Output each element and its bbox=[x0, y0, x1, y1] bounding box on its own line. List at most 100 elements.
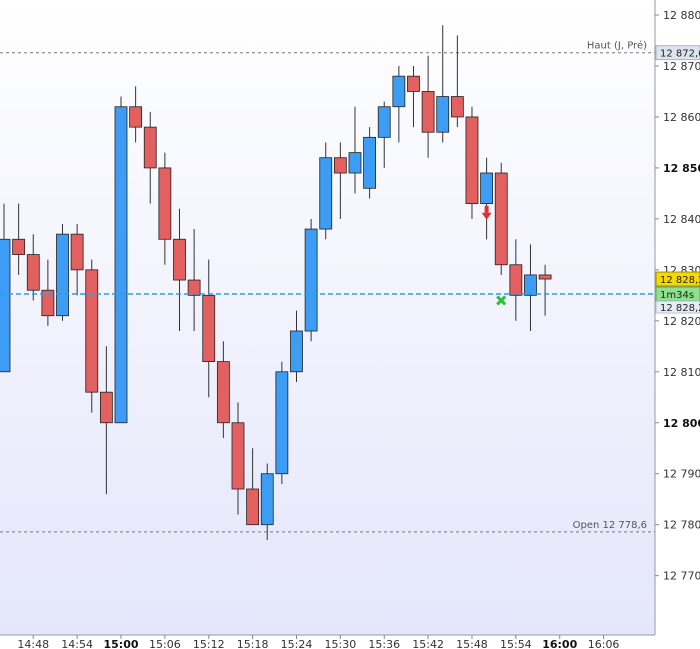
plot-background bbox=[0, 0, 655, 635]
candle bbox=[202, 259, 216, 398]
candle-body bbox=[246, 488, 260, 526]
candle-body bbox=[260, 473, 274, 526]
prev-high-tag-label: 12 872,6 bbox=[660, 49, 700, 60]
candle-body bbox=[319, 157, 333, 230]
reference-line-label: Open 12 778,6 bbox=[573, 520, 647, 531]
price-tick-label: 12 850 bbox=[663, 162, 700, 175]
candle-body bbox=[202, 294, 216, 362]
candle bbox=[0, 203, 11, 373]
time-tick-label: 15:30 bbox=[325, 638, 357, 649]
candle-body bbox=[12, 238, 26, 255]
price-tick-label: 12 780 bbox=[663, 519, 700, 532]
candle bbox=[333, 142, 347, 219]
candle bbox=[304, 218, 318, 342]
time-tick-label: 16:00 bbox=[542, 638, 577, 649]
candle-body bbox=[450, 96, 464, 118]
candle-body bbox=[275, 371, 289, 475]
candle-body bbox=[304, 228, 318, 332]
time-tick-label: 15:24 bbox=[281, 638, 313, 649]
candle-body bbox=[56, 233, 69, 317]
time-tick-label: 14:48 bbox=[17, 638, 49, 649]
candle-body bbox=[26, 254, 40, 291]
time-tick-label: 15:42 bbox=[412, 638, 444, 649]
time-tick-label: 16:06 bbox=[588, 638, 620, 649]
candle bbox=[70, 223, 84, 296]
candle bbox=[509, 239, 523, 321]
candle bbox=[99, 346, 113, 495]
candle bbox=[538, 264, 552, 316]
markers bbox=[481, 205, 507, 306]
price-tick-label: 12 840 bbox=[663, 213, 700, 226]
candle bbox=[524, 244, 537, 332]
candle-body bbox=[363, 136, 377, 189]
cross-stroke bbox=[496, 295, 507, 306]
price-tick-label: 12 870 bbox=[663, 60, 700, 73]
reference-line-label: Haut (J, Pré) bbox=[587, 40, 647, 52]
candle bbox=[158, 152, 172, 265]
candle-body bbox=[231, 422, 245, 490]
down-arrow-icon bbox=[481, 205, 492, 220]
price-tick-label: 12 790 bbox=[663, 468, 700, 481]
candle-body bbox=[524, 274, 537, 296]
candle bbox=[129, 86, 143, 143]
time-tick-label: 15:48 bbox=[456, 638, 488, 649]
current-price-tag-label: 12 828,2 bbox=[660, 275, 700, 286]
candle bbox=[41, 259, 55, 326]
candle-body bbox=[480, 172, 494, 204]
green-cross-icon bbox=[496, 295, 507, 306]
candle-body bbox=[290, 330, 303, 373]
candle bbox=[450, 35, 464, 128]
candle bbox=[377, 101, 391, 168]
candle bbox=[480, 157, 494, 240]
candle-body bbox=[173, 238, 186, 281]
price-tick-label: 12 770 bbox=[663, 570, 700, 583]
candle-timer-tag-label: 1m34s bbox=[660, 290, 694, 301]
price-axis-background bbox=[655, 0, 700, 635]
candle bbox=[465, 106, 479, 219]
candle-body bbox=[494, 172, 508, 266]
candle-body bbox=[348, 152, 362, 174]
candle-body bbox=[143, 126, 157, 169]
time-tick-label: 15:18 bbox=[237, 638, 269, 649]
candle bbox=[56, 223, 69, 321]
candle bbox=[275, 361, 289, 484]
candles bbox=[0, 25, 552, 540]
time-tick-label: 15:00 bbox=[103, 638, 138, 649]
candle bbox=[85, 259, 99, 413]
candle-body bbox=[333, 157, 347, 174]
down-arrow-shaft bbox=[484, 205, 489, 213]
candle bbox=[348, 106, 362, 194]
time-tick-label: 15:06 bbox=[149, 638, 181, 649]
price-tick-label: 12 800 bbox=[663, 417, 700, 430]
candle bbox=[216, 341, 230, 439]
candle bbox=[319, 142, 333, 240]
candle bbox=[114, 96, 128, 424]
candle-body bbox=[436, 96, 450, 133]
candle-body bbox=[538, 274, 552, 280]
time-axis: 14:48 14:54 15:00 15:06 15:12 15:18 15:24 15:30… bbox=[17, 635, 619, 649]
candle bbox=[392, 65, 406, 143]
price-tick-label: 12 860 bbox=[663, 111, 700, 124]
candle bbox=[363, 127, 377, 199]
price-tick-label: 12 810 bbox=[663, 366, 700, 379]
time-tick-label: 15:36 bbox=[368, 638, 400, 649]
candle bbox=[26, 234, 40, 301]
candle bbox=[421, 55, 435, 158]
candle bbox=[231, 402, 245, 515]
candle-body bbox=[41, 289, 55, 317]
candle-body bbox=[377, 106, 391, 138]
candle-body bbox=[85, 269, 99, 393]
time-axis-background bbox=[0, 635, 700, 649]
candle-body bbox=[216, 361, 230, 424]
candle bbox=[246, 448, 260, 526]
time-tick-label: 14:54 bbox=[61, 638, 93, 649]
time-tick-label: 15:54 bbox=[500, 638, 532, 649]
current-price-tag bbox=[655, 271, 700, 287]
candle-body bbox=[0, 238, 11, 373]
candle bbox=[407, 65, 420, 128]
time-tick-label: 15:12 bbox=[193, 638, 225, 649]
candle bbox=[12, 203, 26, 275]
